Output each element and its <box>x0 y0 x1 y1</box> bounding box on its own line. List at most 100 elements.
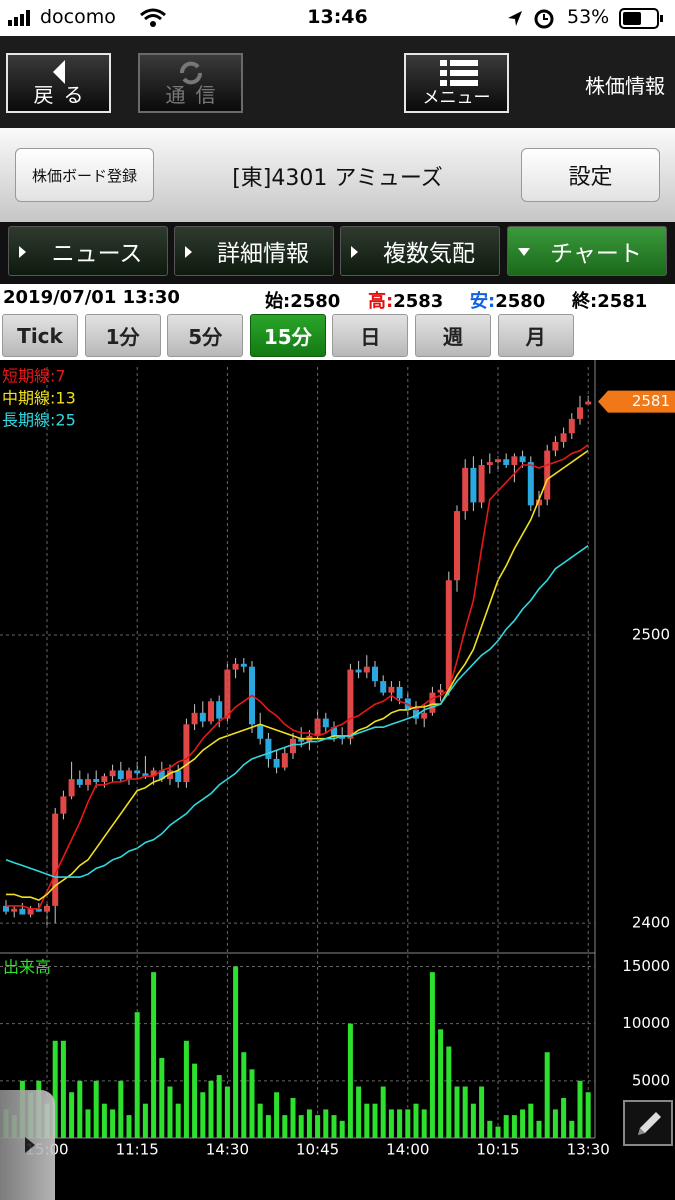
candle-body <box>265 738 272 759</box>
candle-body <box>199 712 206 722</box>
candle-body <box>511 456 518 465</box>
volume-bar <box>93 1080 99 1138</box>
quote-value: 2580 <box>495 291 546 312</box>
candle-body <box>339 735 346 739</box>
candle-body <box>527 462 534 506</box>
back-button[interactable]: 戻る <box>6 53 111 113</box>
volume-bar <box>142 1103 148 1138</box>
candle-body <box>158 770 165 780</box>
candle-body <box>437 689 444 693</box>
candle-body <box>544 450 551 500</box>
volume-bar <box>356 1086 362 1138</box>
candle-body <box>495 459 501 463</box>
volume-bar <box>298 1115 304 1138</box>
period-button[interactable]: 週 <box>415 314 491 357</box>
volume-bar <box>118 1080 124 1138</box>
candle-body <box>68 779 75 797</box>
status-bar: docomo 13:46 53% <box>0 0 675 36</box>
ma-line <box>5 545 589 878</box>
volume-bar <box>470 1103 476 1138</box>
settings-button[interactable]: 設定 <box>521 148 660 202</box>
drawer-handle[interactable] <box>0 1090 55 1200</box>
register-button[interactable]: 株価ボード登録 <box>15 148 154 202</box>
candle-body <box>396 686 403 699</box>
volume-bar <box>503 1115 509 1138</box>
quote-item: 安:2580 <box>470 287 545 313</box>
menu-button[interactable]: メニュー <box>404 53 509 113</box>
tab[interactable]: 複数気配 <box>340 226 500 276</box>
volume-bar <box>85 1109 91 1138</box>
volume-bar <box>52 1040 58 1138</box>
volume-bar <box>151 972 157 1138</box>
volume-bar <box>60 1040 66 1138</box>
period-button[interactable]: 15分 <box>249 314 326 357</box>
tab[interactable]: チャート <box>507 226 667 276</box>
candle-body <box>536 499 542 506</box>
volume-bar <box>413 1103 419 1138</box>
comm-label: 通信 <box>165 83 226 107</box>
period-button[interactable]: 日 <box>332 314 409 357</box>
period-button[interactable]: 1分 <box>84 314 161 357</box>
candle-body <box>76 779 83 785</box>
volume-bar <box>347 1023 353 1138</box>
candle-body <box>454 511 460 581</box>
candle-body <box>347 669 354 739</box>
candle-body <box>577 407 583 419</box>
last-price-label: 2581 <box>632 392 670 410</box>
candle-body <box>486 462 493 465</box>
stock-name: [東]4301 アミューズ <box>232 166 443 191</box>
candle-body <box>445 580 452 690</box>
candle-body <box>35 908 42 912</box>
candle-body <box>191 712 198 725</box>
candle-body <box>11 908 18 912</box>
tab-label: ニュース <box>51 241 143 267</box>
candle-body <box>101 776 108 782</box>
x-tick-label: 14:30 <box>206 1141 249 1159</box>
stock-header: 株価ボード登録 [東]4301 アミューズ 設定 <box>0 128 675 222</box>
candle-body <box>298 738 305 742</box>
volume-bar <box>216 1075 222 1138</box>
y-tick-label: 2500 <box>632 626 670 644</box>
period-button[interactable]: Tick <box>2 314 78 357</box>
candle-body <box>150 770 157 777</box>
x-tick-label: 10:15 <box>476 1141 519 1159</box>
period-button[interactable]: 5分 <box>167 314 244 357</box>
volume-bar <box>183 1040 189 1138</box>
volume-bar <box>159 1057 165 1138</box>
candle-body <box>183 724 190 782</box>
x-tick-label: 10:45 <box>296 1141 339 1159</box>
tab-label: 複数気配 <box>383 241 475 267</box>
candle-body <box>568 418 575 434</box>
volume-bar <box>167 1086 173 1138</box>
volume-bar <box>405 1109 411 1138</box>
candle-body <box>331 727 337 736</box>
ma-line <box>6 449 589 901</box>
candle-body <box>363 666 370 673</box>
candle-body <box>117 770 124 780</box>
comm-button[interactable]: 通信 <box>138 53 243 113</box>
candle-body <box>126 770 132 780</box>
candle-body <box>355 669 362 673</box>
volume-bar <box>257 1103 263 1138</box>
y-tick-label: 10000 <box>622 1014 670 1032</box>
volume-bar <box>101 1103 107 1138</box>
candle-body <box>322 718 329 728</box>
volume-bar <box>282 1115 288 1138</box>
y-tick-label: 2400 <box>632 914 670 932</box>
tab[interactable]: ニュース <box>8 226 168 276</box>
candle-body <box>560 433 567 442</box>
candle-body <box>281 753 288 768</box>
candle-body <box>208 701 214 722</box>
period-button[interactable]: 月 <box>497 314 574 357</box>
tab[interactable]: 詳細情報 <box>174 226 334 276</box>
draw-tool-button[interactable] <box>623 1100 673 1146</box>
volume-bar <box>69 1092 75 1138</box>
back-icon <box>53 60 65 84</box>
volume-bar <box>134 1012 140 1138</box>
volume-bar <box>175 1103 181 1138</box>
carrier: docomo <box>40 6 116 28</box>
candle-body <box>429 692 436 713</box>
tab-arrow <box>351 246 358 258</box>
volume-bar <box>265 1115 271 1138</box>
